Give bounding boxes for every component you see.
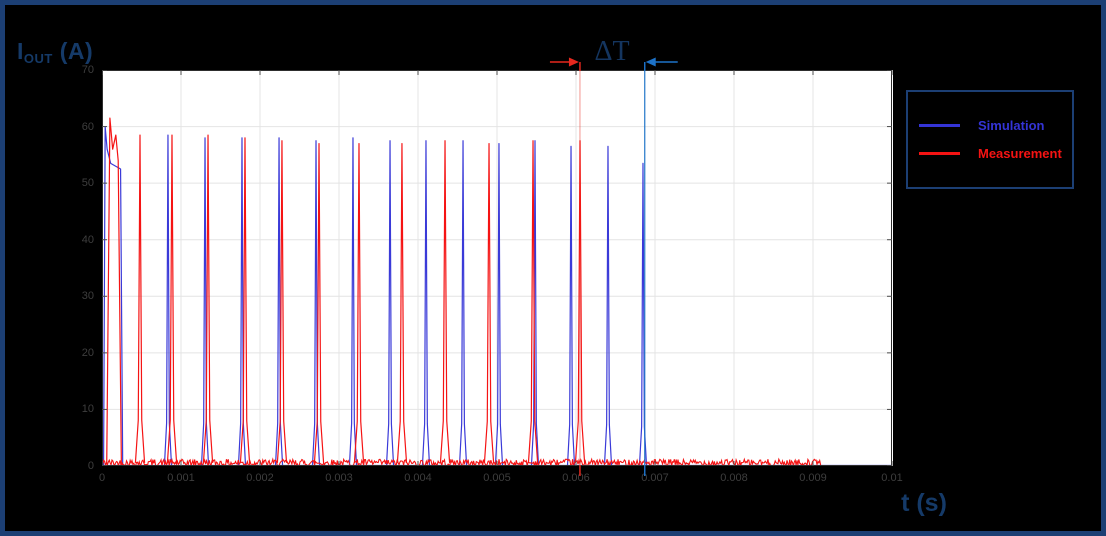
series-pulse: [483, 142, 495, 463]
legend-line-swatch: [919, 124, 960, 127]
series-pulse: [237, 137, 247, 466]
x-tick-label: 0.008: [720, 472, 748, 484]
series-pulse: [274, 137, 284, 466]
y-tick-label: 50: [81, 177, 94, 190]
x-tick-label: 0: [98, 472, 106, 484]
series-pulse: [276, 140, 288, 463]
series-pulse: [494, 142, 504, 466]
series-pulse: [313, 142, 325, 463]
y-tick-label: 40: [81, 233, 94, 246]
series-pulse: [439, 140, 451, 463]
y-tick-label: 10: [81, 403, 94, 416]
x-tick-label: 0.004: [404, 472, 432, 484]
y-axis-title-subscript: OUT: [23, 51, 53, 66]
series-pulse: [166, 134, 178, 463]
series-pulse: [353, 142, 365, 463]
chart-canvas: [102, 70, 893, 466]
series-pulse: [200, 137, 210, 466]
series-pulse: [458, 140, 468, 466]
legend-label: Simulation: [978, 118, 1045, 133]
series-pulse: [421, 140, 431, 466]
series-noise-floor: [102, 457, 822, 466]
y-tick-label: 60: [81, 120, 94, 133]
x-tick-label: 0.009: [799, 472, 827, 484]
series-pulse: [311, 140, 321, 466]
x-tick-label: 0.003: [325, 472, 353, 484]
y-tick-label: 70: [81, 64, 94, 76]
legend-line-swatch: [919, 152, 960, 155]
y-tick-label: 20: [81, 346, 94, 359]
legend-item: Simulation: [908, 118, 1072, 133]
x-tick-label: 0.005: [483, 472, 511, 484]
series-pulse: [385, 140, 395, 466]
series-pulse: [348, 137, 358, 466]
series-pulse: [566, 145, 576, 466]
y-tick-label: 0: [87, 460, 94, 472]
series-pulse: [603, 145, 613, 466]
legend-label: Measurement: [978, 146, 1062, 161]
x-tick-label: 0.002: [246, 472, 274, 484]
x-tick-label: 0.01: [881, 472, 903, 484]
series-pulse: [638, 162, 648, 466]
series-pulse: [202, 134, 214, 463]
legend-item: Measurement: [908, 146, 1072, 161]
y-tick-label: 30: [81, 290, 94, 303]
x-tick-label: 0.006: [562, 472, 590, 484]
series-pulse: [239, 137, 251, 463]
x-axis-title: t (s): [901, 489, 947, 517]
delta-t-annotation-label: ΔT: [594, 36, 630, 67]
y-axis-title-unit: (A): [52, 38, 94, 64]
series-pulse: [530, 140, 540, 466]
legend: Simulation Measurement: [906, 90, 1074, 189]
y-axis-title: IOUT (A): [17, 38, 93, 66]
series-first-pulse: [106, 117, 122, 463]
x-tick-label: 0.001: [167, 472, 195, 484]
series-pulse: [396, 142, 408, 463]
series-pulse: [527, 140, 539, 463]
series-pulse: [134, 134, 146, 463]
series-pulse: [163, 134, 173, 466]
y-axis-title-base: I: [17, 38, 24, 64]
plot-area: [102, 70, 893, 466]
series-pulse: [574, 140, 586, 463]
x-tick-label: 0.007: [641, 472, 669, 484]
